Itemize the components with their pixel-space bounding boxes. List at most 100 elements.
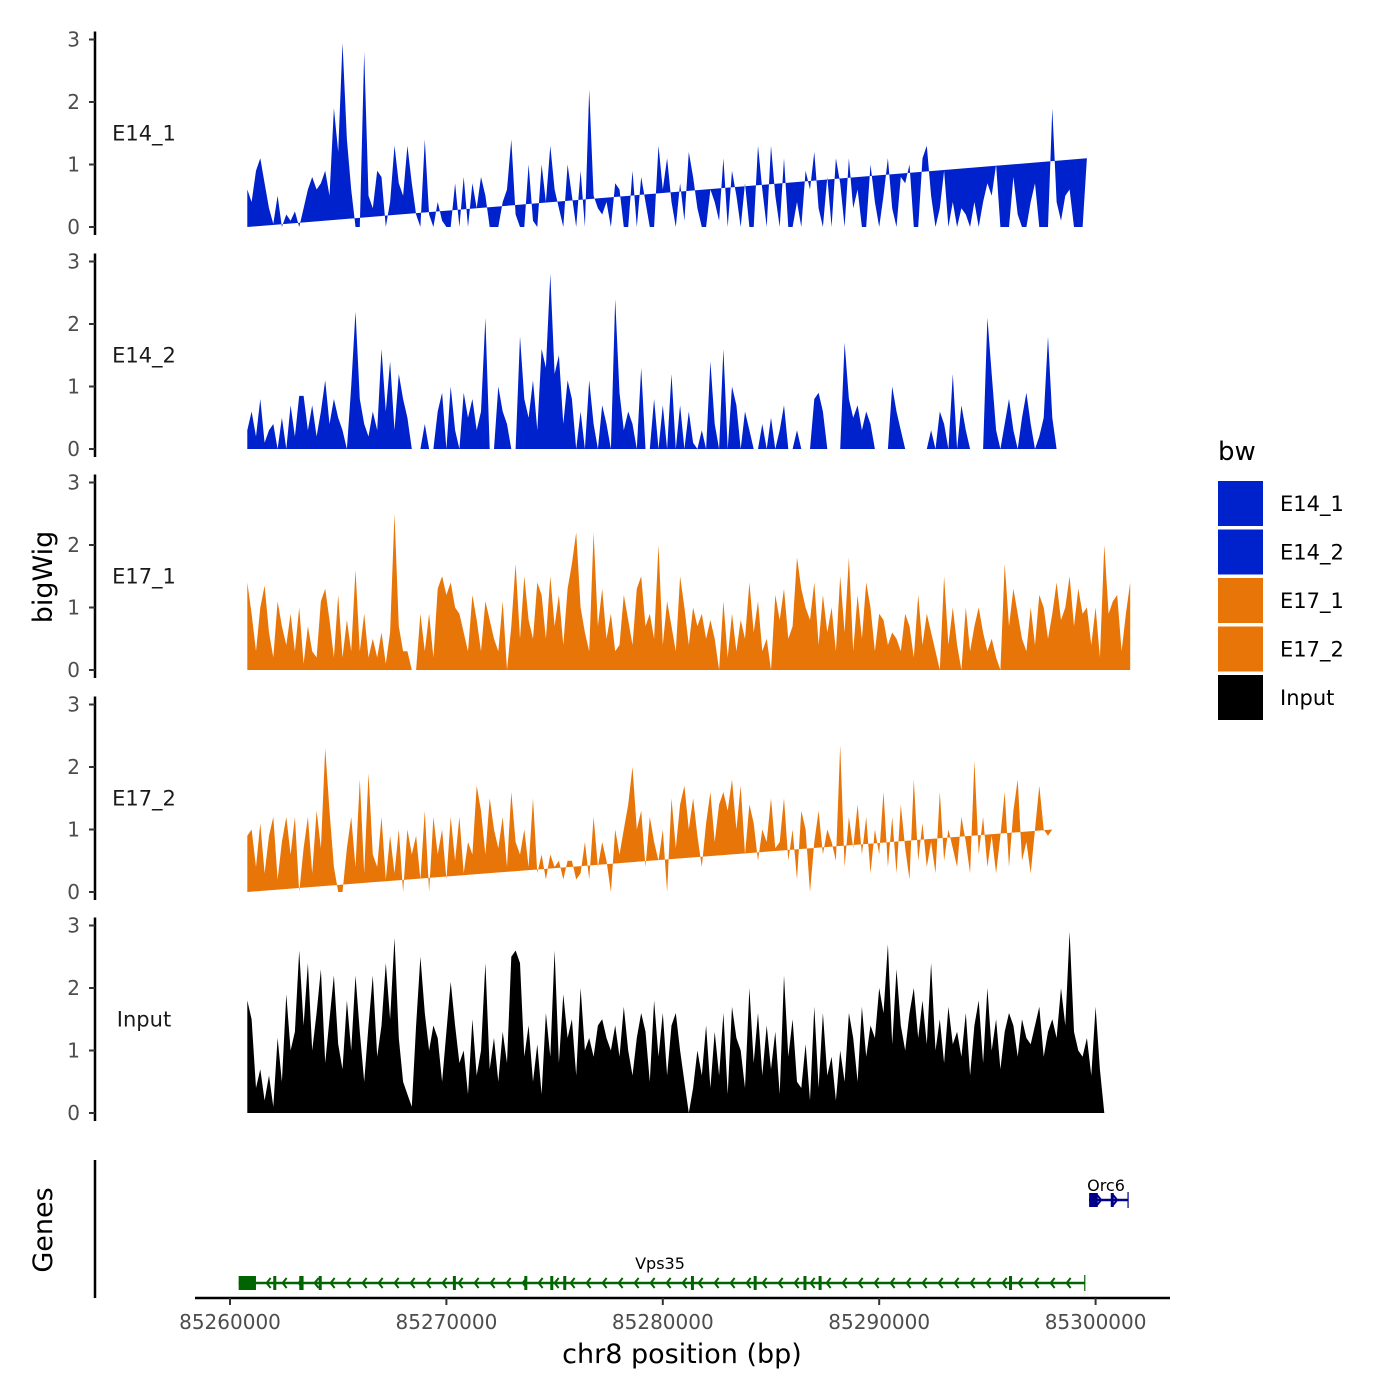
strand-arrow	[921, 1277, 928, 1289]
strand-arrow	[857, 1277, 864, 1289]
y-tick-label: 0	[67, 437, 80, 461]
strand-arrow	[569, 1277, 576, 1289]
strand-arrow	[873, 1277, 880, 1289]
x-axis: 85260000 85270000 85280000 85290000 85300000	[179, 1296, 1170, 1334]
legend: bw E14_1 E14_2 E17_1 E17_2 Input	[1218, 437, 1344, 720]
signal-area	[247, 274, 1057, 449]
strand-arrow	[969, 1277, 976, 1289]
strand-arrow	[489, 1277, 496, 1289]
strand-arrow	[777, 1277, 784, 1289]
track-label: Input	[117, 1007, 171, 1031]
strand-arrow	[441, 1277, 448, 1289]
strand-arrow	[1001, 1277, 1008, 1289]
x-tick-label: 85290000	[828, 1310, 930, 1334]
track-label: E17_1	[112, 564, 176, 589]
y-tick-label: 3	[67, 471, 80, 495]
y-tick-label: 0	[67, 215, 80, 239]
exon	[1089, 1193, 1098, 1207]
exon	[753, 1276, 757, 1290]
strand-arrow	[793, 1277, 800, 1289]
y-tick-label: 2	[67, 755, 80, 779]
y-tick-label: 2	[67, 976, 80, 1000]
legend-label-E17_1: E17_1	[1280, 589, 1344, 614]
strand-arrow	[1017, 1277, 1024, 1289]
signal-area	[247, 745, 1053, 892]
y-tick-label: 0	[67, 1101, 80, 1125]
y-tick-label: 1	[67, 375, 80, 399]
gene-label: Orc6	[1087, 1176, 1125, 1195]
strand-arrow	[761, 1277, 768, 1289]
legend-swatch-E17_1	[1218, 578, 1263, 623]
y-tick-label: 3	[67, 693, 80, 717]
exon	[524, 1276, 528, 1290]
strand-arrow	[825, 1277, 832, 1289]
strand-arrow	[729, 1277, 736, 1289]
genes-axis-title: Genes	[28, 1187, 59, 1272]
strand-arrow	[345, 1277, 352, 1289]
strand-arrow	[281, 1277, 288, 1289]
exon	[1110, 1193, 1114, 1207]
legend-swatch-Input	[1218, 675, 1263, 720]
strand-arrow	[1033, 1277, 1040, 1289]
strand-arrow	[505, 1277, 512, 1289]
strand-arrow	[537, 1277, 544, 1289]
legend-swatch-E14_2	[1218, 529, 1263, 575]
strand-arrow	[601, 1277, 608, 1289]
strand-arrow	[617, 1277, 624, 1289]
strand-arrow	[809, 1277, 816, 1289]
signal-area	[247, 513, 1131, 670]
strand-arrow	[1112, 1194, 1119, 1206]
track-E17_2: 0 1 2 3 E17_2	[67, 693, 1053, 904]
y-tick-label: 3	[67, 914, 80, 938]
strand-arrow	[553, 1277, 560, 1289]
strand-arrow	[1065, 1277, 1072, 1289]
exon	[690, 1276, 694, 1290]
strand-arrow	[889, 1277, 896, 1289]
strand-arrow	[697, 1277, 704, 1289]
strand-arrow	[409, 1277, 416, 1289]
strand-arrow	[313, 1277, 320, 1289]
strand-arrow	[745, 1277, 752, 1289]
y-tick-label: 1	[67, 818, 80, 842]
track-label: E17_2	[112, 786, 176, 811]
exon	[550, 1276, 554, 1290]
y-tick-label: 1	[67, 596, 80, 620]
strand-arrow	[665, 1277, 672, 1289]
strand-arrow	[633, 1277, 640, 1289]
track-label: E14_2	[112, 343, 176, 368]
track-E14_1: 0 1 2 3 E14_1	[67, 28, 1087, 239]
x-tick-label: 85270000	[396, 1310, 498, 1334]
x-axis-title: chr8 position (bp)	[562, 1339, 802, 1370]
genes-group: Orc6 Vps35	[93, 1160, 1129, 1298]
exon	[818, 1276, 822, 1290]
y-tick-label: 0	[67, 658, 80, 682]
legend-label-E14_2: E14_2	[1280, 541, 1344, 566]
legend-label-E17_2: E17_2	[1280, 638, 1344, 663]
y-tick-label: 2	[67, 90, 80, 114]
strand-arrow	[393, 1277, 400, 1289]
exon	[318, 1276, 322, 1290]
exon	[299, 1276, 304, 1290]
strand-arrow	[953, 1277, 960, 1289]
exon	[803, 1276, 807, 1290]
exon	[1009, 1276, 1013, 1290]
strand-arrow	[681, 1277, 688, 1289]
gene-label: Vps35	[635, 1254, 685, 1273]
exon	[273, 1276, 277, 1290]
track-label: E14_1	[112, 121, 176, 146]
y-tick-label: 1	[67, 153, 80, 177]
tracks-group: 0 1 2 3 E14_1 0 1 2 3 E14_2 0 1 2 3 E17_1 0 1 2 3 E17_2 0 1 2 3…	[67, 28, 1131, 1125]
y-tick-label: 3	[67, 28, 80, 52]
strand-arrow	[937, 1277, 944, 1289]
strand-arrow	[985, 1277, 992, 1289]
exon	[238, 1276, 256, 1290]
y-tick-label: 2	[67, 312, 80, 336]
strand-arrow	[265, 1277, 272, 1289]
strand-arrow	[377, 1277, 384, 1289]
strand-arrow	[713, 1277, 720, 1289]
strand-arrow	[473, 1277, 480, 1289]
strand-arrow	[1096, 1194, 1103, 1206]
track-E14_2: 0 1 2 3 E14_2	[67, 250, 1057, 461]
y-tick-label: 2	[67, 533, 80, 557]
